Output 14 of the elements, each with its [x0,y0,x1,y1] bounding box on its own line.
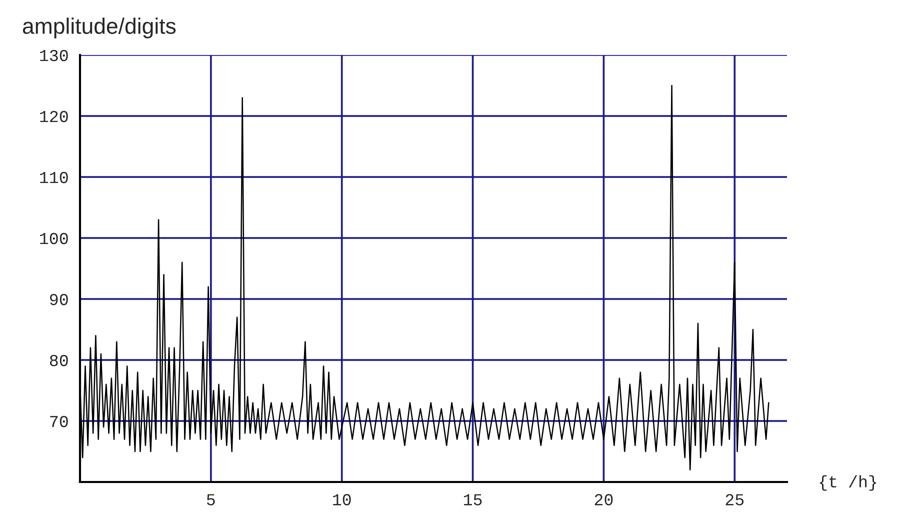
y-tick-label: 90 [50,294,68,306]
x-tick-label: 25 [726,494,744,506]
y-tick-label: 130 [40,50,68,62]
y-tick-label: 120 [40,110,68,122]
x-tick-label: 5 [206,494,215,506]
x-tick-label: 20 [594,494,613,506]
y-tick-label: 100 [40,232,68,244]
y-tick-label: 110 [40,172,68,184]
y-tick-label: 70 [50,416,68,428]
y-tick-label: 80 [50,354,68,366]
x-tick-label: 15 [464,494,482,506]
x-axis-title: {t /h} [820,475,876,491]
y-axis-title: amplitude/digits [22,18,176,38]
x-tick-label: 10 [333,494,351,506]
